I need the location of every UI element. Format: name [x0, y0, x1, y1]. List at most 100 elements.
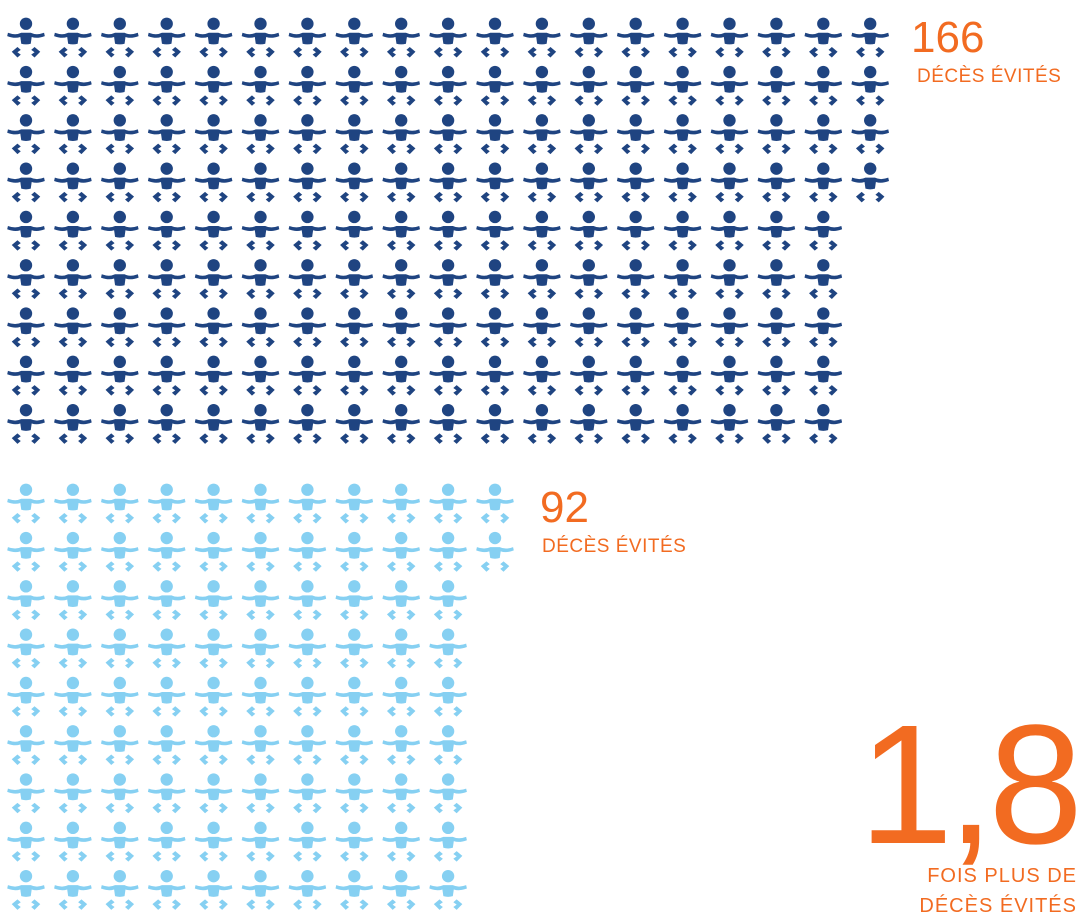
baby-icon	[476, 403, 514, 444]
baby-icon	[54, 65, 92, 106]
baby-icon	[54, 307, 92, 348]
baby-icon	[194, 403, 233, 444]
baby-icon	[569, 307, 608, 348]
baby-icon	[54, 580, 92, 621]
baby-icon	[7, 580, 45, 621]
baby-icon	[288, 821, 327, 862]
stat-number: 92	[540, 483, 589, 532]
baby-icon	[7, 676, 45, 717]
baby-icon	[757, 210, 796, 251]
baby-icon	[523, 210, 561, 251]
baby-icon	[429, 580, 467, 621]
baby-icon	[54, 821, 92, 862]
baby-icon	[569, 210, 608, 251]
pictogram-group-1	[7, 17, 890, 444]
baby-icon	[569, 162, 608, 203]
baby-icon	[663, 17, 702, 58]
baby-icon	[710, 259, 749, 299]
stat-166: 166 DÉCÈS ÉVITÉS	[911, 16, 1061, 88]
baby-icon	[194, 869, 233, 910]
baby-icon	[429, 17, 467, 58]
baby-icon	[851, 114, 890, 155]
baby-icon	[7, 355, 45, 396]
baby-icon	[241, 162, 280, 203]
baby-icon	[335, 869, 374, 910]
baby-icon	[288, 483, 327, 524]
baby-icon	[194, 821, 233, 862]
baby-icon	[147, 307, 186, 348]
baby-icon	[663, 307, 702, 348]
baby-icon	[54, 114, 92, 155]
baby-icon	[241, 628, 280, 669]
baby-icon	[335, 725, 374, 765]
baby-icon	[54, 676, 92, 717]
baby-icon	[851, 162, 890, 203]
baby-icon	[288, 628, 327, 669]
baby-icon	[288, 869, 327, 910]
baby-icon	[757, 259, 796, 299]
baby-icon	[476, 114, 514, 155]
baby-icon	[429, 162, 467, 203]
baby-icon	[429, 531, 467, 572]
baby-icon	[382, 869, 421, 910]
baby-icon	[569, 403, 608, 444]
baby-icon	[429, 676, 467, 717]
baby-icon	[851, 65, 890, 106]
baby-icon	[851, 17, 890, 58]
baby-icon	[147, 210, 186, 251]
baby-icon	[100, 580, 139, 621]
baby-icon	[194, 628, 233, 669]
baby-icon	[663, 259, 702, 299]
baby-icon	[288, 65, 327, 106]
baby-icon	[710, 114, 749, 155]
baby-icon	[147, 259, 186, 299]
baby-icon	[523, 403, 561, 444]
baby-icon	[100, 821, 139, 862]
baby-icon	[147, 162, 186, 203]
baby-icon	[100, 869, 139, 910]
baby-icon	[616, 162, 655, 203]
baby-icon	[7, 821, 45, 862]
baby-icon	[710, 17, 749, 58]
baby-icon	[100, 676, 139, 717]
baby-icon	[147, 114, 186, 155]
baby-icon	[429, 403, 467, 444]
baby-icon	[7, 210, 45, 251]
baby-icon	[757, 307, 796, 348]
baby-icon	[335, 628, 374, 669]
baby-icon	[54, 773, 92, 814]
baby-icon	[804, 17, 843, 58]
baby-icon	[335, 307, 374, 348]
baby-icon	[147, 676, 186, 717]
baby-icon	[194, 114, 233, 155]
baby-icon	[288, 307, 327, 348]
baby-icon	[804, 307, 843, 348]
stat-number: 166	[911, 13, 985, 62]
baby-icon	[194, 162, 233, 203]
baby-icon	[241, 676, 280, 717]
baby-icon	[194, 725, 233, 765]
baby-icon	[194, 210, 233, 251]
baby-icon	[288, 162, 327, 203]
baby-icon	[335, 676, 374, 717]
baby-icon	[616, 403, 655, 444]
baby-icon	[804, 114, 843, 155]
baby-icon	[429, 773, 467, 814]
baby-icon	[288, 355, 327, 396]
baby-icon	[7, 531, 45, 572]
baby-icon	[569, 65, 608, 106]
baby-icon	[757, 65, 796, 106]
baby-icon	[54, 725, 92, 765]
baby-icon	[241, 821, 280, 862]
baby-icon	[241, 483, 280, 524]
baby-icon	[382, 162, 421, 203]
baby-icon	[100, 210, 139, 251]
baby-icon	[382, 403, 421, 444]
baby-icon	[429, 355, 467, 396]
baby-icon	[194, 676, 233, 717]
baby-icon	[382, 17, 421, 58]
baby-icon	[569, 17, 608, 58]
baby-icon	[429, 821, 467, 862]
baby-icon	[194, 483, 233, 524]
baby-icon	[100, 307, 139, 348]
